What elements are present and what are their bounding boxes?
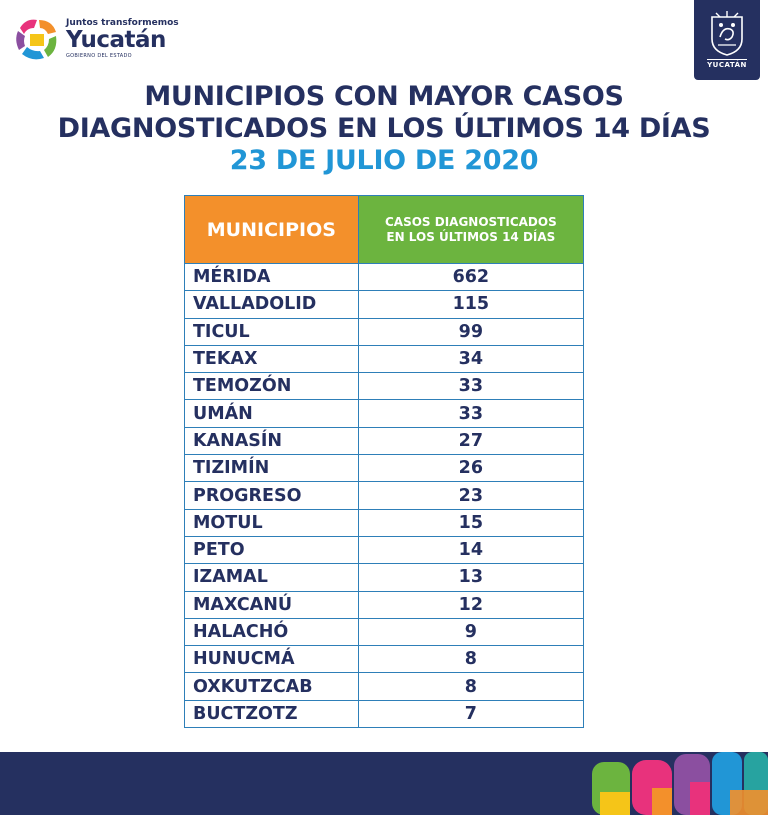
municipio-cell: PETO — [184, 535, 359, 565]
seal-label: YUCATÁN — [707, 59, 747, 69]
table-row: VALLADOLID 115 — [184, 290, 585, 319]
casos-cell: 27 — [357, 426, 585, 456]
casos-cell: 14 — [357, 535, 585, 565]
table-body: MÉRIDA 662 VALLADOLID 115 TICUL 99 TEKAX 34 TEMO… — [184, 262, 585, 729]
municipio-cell: PROGRESO — [184, 481, 359, 510]
table-row: BUCTZOTZ 7 — [184, 699, 585, 729]
municipio-cell: MÉRIDA — [184, 262, 359, 292]
casos-cell: 8 — [357, 672, 585, 701]
footer-band — [0, 752, 768, 815]
casos-cell: 99 — [357, 317, 585, 346]
municipio-cell: TEMOZÓN — [184, 372, 359, 401]
logo-name: Yucatán — [66, 27, 166, 53]
coat-of-arms-icon — [711, 11, 743, 56]
municipio-cell: TICUL — [184, 317, 359, 346]
state-seal: YUCATÁN — [694, 0, 760, 80]
table-row: PETO 14 — [184, 535, 585, 565]
logo-subtitle: GOBIERNO DEL ESTADO — [66, 53, 132, 59]
table-row: MÉRIDA 662 — [184, 262, 585, 292]
casos-cell: 23 — [357, 481, 585, 510]
municipio-cell: HALACHÓ — [184, 617, 359, 647]
municipio-cell: TIZIMÍN — [184, 454, 359, 483]
municipio-cell: IZAMAL — [184, 563, 359, 592]
header-casos: CASOS DIAGNOSTICADOS EN LOS ÚLTIMOS 14 D… — [357, 195, 585, 264]
municipio-cell: HUNUCMÁ — [184, 645, 359, 674]
municipio-cell: VALLADOLID — [184, 290, 359, 319]
casos-cell: 26 — [357, 454, 585, 483]
table-row: PROGRESO 23 — [184, 481, 585, 510]
casos-cell: 33 — [357, 372, 585, 401]
table-row: HUNUCMÁ 8 — [184, 645, 585, 674]
table-row: OXKUTZCAB 8 — [184, 672, 585, 701]
casos-cell: 8 — [357, 645, 585, 674]
casos-cell: 13 — [357, 563, 585, 592]
table-row: MOTUL 15 — [184, 508, 585, 537]
table-row: IZAMAL 13 — [184, 563, 585, 592]
title-line-1: MUNICIPIOS CON MAYOR CASOS — [144, 81, 624, 112]
header-casos-line1: CASOS DIAGNOSTICADOS — [384, 214, 557, 229]
report-date: 23 DE JULIO DE 2020 — [229, 145, 539, 176]
casos-cell: 9 — [357, 617, 585, 647]
municipio-cell: KANASÍN — [184, 426, 359, 456]
table-row: TIZIMÍN 26 — [184, 454, 585, 483]
casos-cell: 115 — [357, 290, 585, 319]
table-row: TEMOZÓN 33 — [184, 372, 585, 401]
footer-pattern-icon — [592, 752, 768, 815]
table-row: TICUL 99 — [184, 317, 585, 346]
table-row: TEKAX 34 — [184, 344, 585, 374]
casos-cell: 33 — [357, 399, 585, 428]
logo-tagline: Juntos transformemos — [66, 18, 179, 28]
yucatan-logo: Juntos transformemos Yucatán GOBIERNO DE… — [12, 14, 179, 64]
casos-cell: 34 — [357, 344, 585, 374]
casos-cell: 12 — [357, 590, 585, 619]
municipio-cell: MAXCANÚ — [184, 590, 359, 619]
casos-cell: 15 — [357, 508, 585, 537]
casos-cell: 7 — [357, 699, 585, 729]
table-row: HALACHÓ 9 — [184, 617, 585, 647]
yucatan-emblem-icon — [16, 19, 57, 60]
municipio-cell: OXKUTZCAB — [184, 672, 359, 701]
table-row: MAXCANÚ 12 — [184, 590, 585, 619]
municipio-cell: BUCTZOTZ — [184, 699, 359, 729]
table-header-row: MUNICIPIOS CASOS DIAGNOSTICADOS EN LOS Ú… — [184, 195, 585, 264]
table-row: KANASÍN 27 — [184, 426, 585, 456]
table-row: UMÁN 33 — [184, 399, 585, 428]
municipio-cell: UMÁN — [184, 399, 359, 428]
header-municipios: MUNICIPIOS — [184, 195, 359, 264]
municipio-cell: TEKAX — [184, 344, 359, 374]
municipio-cell: MOTUL — [184, 508, 359, 537]
title-line-2: DIAGNOSTICADOS EN LOS ÚLTIMOS 14 DÍAS — [57, 113, 711, 144]
header-casos-line2: EN LOS ÚLTIMOS 14 DÍAS — [386, 229, 556, 244]
casos-cell: 662 — [357, 262, 585, 292]
cases-table: MUNICIPIOS CASOS DIAGNOSTICADOS EN LOS Ú… — [184, 195, 585, 729]
